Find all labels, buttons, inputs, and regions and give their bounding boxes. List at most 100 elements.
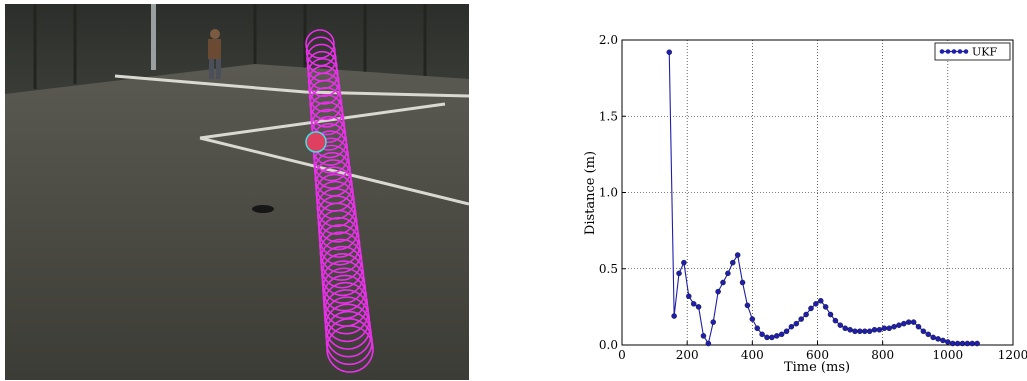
data-point [891,323,897,330]
data-point [827,311,834,318]
y-tick-label: 0.0 [599,338,618,352]
person-figure [208,29,221,79]
data-point [734,252,741,258]
data-point [886,325,892,331]
series-line [668,52,978,345]
ball-shadow [252,205,274,213]
data-point [710,319,716,325]
data-point [739,279,746,286]
data-point [842,325,848,331]
data-point [774,333,780,339]
x-tick-label: 400 [741,348,764,362]
data-point [808,305,814,312]
data-point [778,331,785,338]
data-point [671,313,677,319]
data-point [954,340,961,347]
data-point [910,319,917,325]
x-tick-label: 200 [676,348,699,362]
data-point [876,326,883,333]
x-tick-label: 1200 [998,348,1027,362]
data-point [813,301,819,307]
data-point [695,304,702,310]
data-point [705,340,712,347]
data-point [852,328,858,335]
data-point [822,304,829,310]
y-tick-label: 2.0 [599,33,618,47]
data-point [788,323,795,330]
x-tick-label: 600 [806,348,829,362]
data-point [935,336,941,342]
data-point [700,333,707,339]
data-point [930,334,936,341]
light-pole [151,4,156,70]
data-point [847,326,853,333]
x-tick-label: 800 [871,348,894,362]
data-point [861,328,868,335]
data-point [881,325,888,331]
data-point [857,328,863,335]
data-point [681,259,687,266]
y-tick-label: 1.5 [599,109,618,123]
data-point [744,302,751,309]
data-point [915,323,922,330]
data-point [715,288,721,295]
data-point [920,328,927,335]
y-axis-label: Distance (m) [583,151,598,235]
data-point [871,326,878,333]
data-point [925,331,932,338]
data-point [866,328,873,335]
data-point [964,340,971,347]
data-point [793,320,800,327]
data-point [764,334,770,341]
pitch-lines [114,74,469,206]
legend-marker [939,49,945,54]
data-point [749,316,756,322]
legend-box [934,42,1011,61]
y-tick-label: 1.0 [599,186,618,200]
legend-marker [957,49,963,54]
legend-marker [951,49,957,54]
x-axis-label: Time (ms) [784,360,850,375]
data-point [720,279,726,286]
data-point [940,337,946,344]
data-point [832,317,839,324]
tracking-circle [308,72,341,105]
data-point [949,340,956,347]
data-point [959,340,966,347]
legend-label: UKF [972,46,997,59]
data-point [769,334,775,341]
x-tick-label: 1000 [933,348,964,362]
data-point [803,311,809,318]
data-point [896,322,902,328]
series-group [666,49,980,347]
data-point [730,259,736,266]
y-tick-label: 0.5 [599,262,618,276]
detected-ball [305,131,327,153]
tracking-circle [305,29,335,59]
data-point [666,49,672,55]
data-point [969,340,976,347]
tracking-circles [305,29,374,373]
distance-chart: 0.0 0.5 1.0 1.5 2.0 0 200 400 600 800 1000 1200 Ti… [583,33,1027,375]
x-tick-label: 0 [618,348,626,362]
data-point [798,316,804,322]
legend: UKF [934,42,1011,61]
data-point [905,319,912,325]
x-axis-ticks: 0 200 400 600 800 1000 1200 [618,341,1027,362]
data-point [974,340,980,347]
tracking-photo [5,4,469,380]
data-point [837,322,844,328]
data-point [783,328,790,335]
legend-marker [963,49,969,54]
data-point [754,325,760,331]
data-point [690,301,697,307]
data-point [818,298,824,304]
legend-marker [945,49,951,54]
tracking-circle [307,65,340,98]
data-point [759,331,765,338]
data-point [901,320,907,327]
data-point [676,270,682,277]
data-point [725,270,731,277]
tracking-circle [326,325,374,373]
y-axis-ticks: 0.0 0.5 1.0 1.5 2.0 [599,33,626,352]
